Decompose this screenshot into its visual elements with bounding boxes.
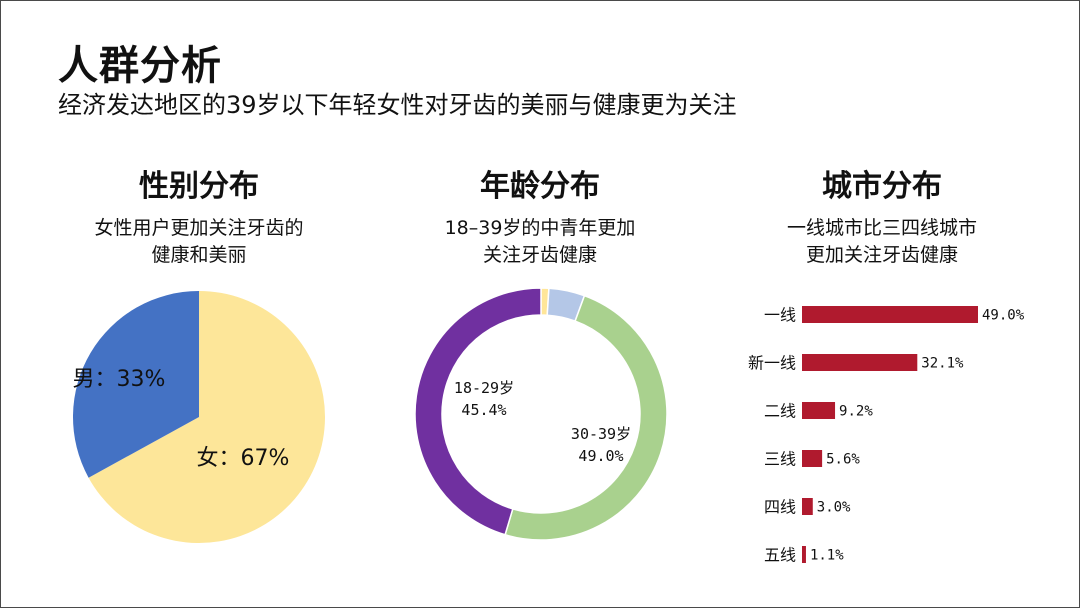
donut-label-0-0: 18-29岁: [454, 379, 514, 397]
gender-section-title: 性别分布: [139, 169, 259, 204]
pie-slice-0: [88, 291, 325, 543]
age-donut-chart: 18-29岁 45.4% 30-39岁 49.0%: [414, 287, 668, 541]
bar-2: [802, 402, 836, 419]
bar-1: [802, 354, 918, 371]
gender-pie-chart: 女：67% 男：33%: [72, 291, 325, 543]
city-section-title: 城市分布: [822, 169, 942, 204]
donut-slice-0: [414, 287, 542, 536]
city-section-desc: 一线城市比三四线城市 更加关注牙齿健康: [786, 217, 977, 266]
pie-slice-1: [72, 291, 199, 478]
pie-label-0: 女：67%: [197, 446, 290, 471]
bar-4: [802, 498, 813, 515]
bar-0: [802, 306, 978, 323]
bar-category-label-0: 一线: [764, 306, 796, 325]
gender-section: 性别分布 女性用户更加关注牙齿的 健康和美丽: [29, 161, 369, 269]
bar-value-label-3: 5.6%: [826, 452, 860, 468]
donut-label-1-1: 49.0%: [578, 447, 623, 465]
bar-value-label-2: 9.2%: [839, 404, 873, 420]
donut-label-1-0: 30-39岁: [571, 425, 631, 443]
age-section-title: 年龄分布: [480, 169, 600, 204]
bar-value-label-1: 32.1%: [921, 356, 964, 372]
bar-5: [802, 546, 806, 563]
bar-category-label-2: 二线: [764, 402, 796, 421]
age-section: 年龄分布 18–39岁的中青年更加 关注牙齿健康: [370, 161, 710, 269]
bar-value-label-0: 49.0%: [982, 308, 1025, 324]
bar-category-label-3: 三线: [764, 450, 796, 469]
donut-label-0-1: 45.4%: [461, 401, 506, 419]
bar-category-label-5: 五线: [764, 546, 796, 565]
pie-label-1: 男：33%: [73, 367, 166, 392]
page-subtitle: 经济发达地区的39岁以下年轻女性对牙齿的美丽与健康更为关注: [58, 91, 737, 119]
bar-value-label-5: 1.1%: [810, 548, 844, 564]
bar-value-label-4: 3.0%: [817, 500, 851, 516]
gender-section-desc: 女性用户更加关注牙齿的 健康和美丽: [94, 217, 304, 266]
city-section: 城市分布 一线城市比三四线城市 更加关注牙齿健康: [712, 161, 1052, 269]
city-bar-chart: 一线 49.0% 新一线 32.1% 二线 9.2% 三线 5.6% 四线 3.0% 五线 1.1%: [748, 306, 1025, 565]
donut-slice-1: [504, 294, 668, 541]
page-title: 人群分析: [58, 43, 222, 89]
bar-category-label-1: 新一线: [748, 354, 796, 373]
age-section-desc: 18–39岁的中青年更加 关注牙齿健康: [444, 217, 636, 266]
bar-3: [802, 450, 823, 467]
bar-category-label-4: 四线: [764, 498, 796, 517]
